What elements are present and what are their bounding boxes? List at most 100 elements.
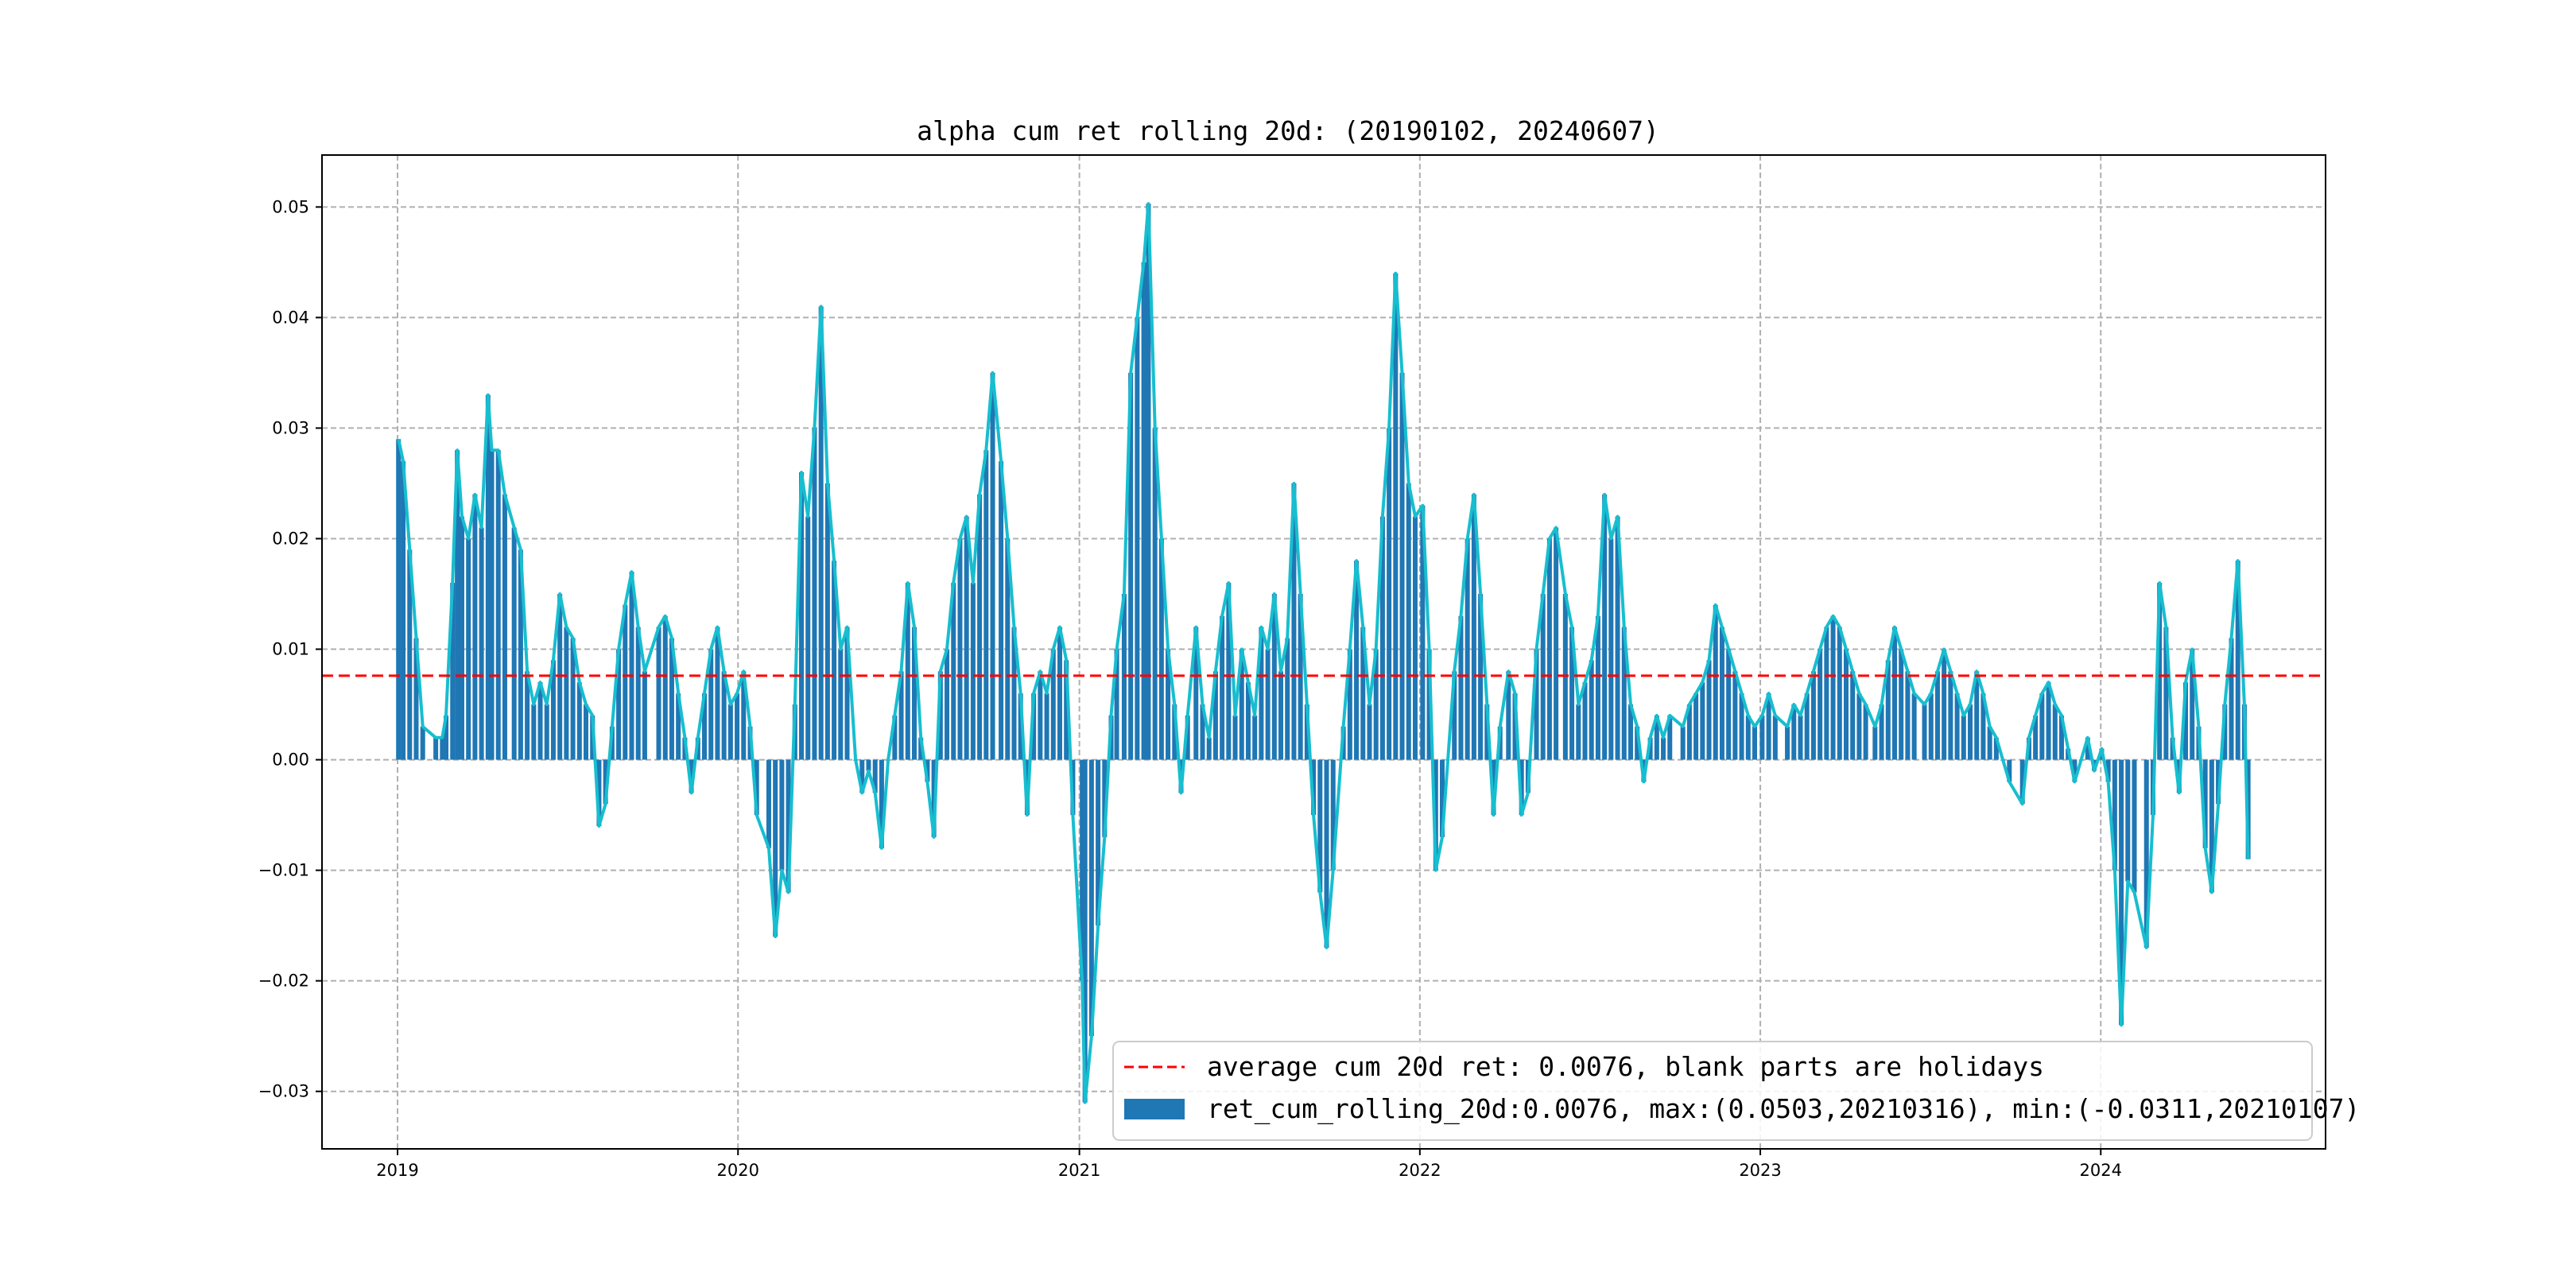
data-bar	[1050, 649, 1056, 760]
data-bar	[502, 494, 507, 760]
data-bar	[824, 483, 830, 760]
data-bar	[727, 704, 733, 760]
data-bar	[1608, 538, 1614, 760]
data-bar	[1285, 638, 1290, 760]
data-bar	[754, 759, 759, 816]
data-bar	[1412, 516, 1418, 760]
data-bar	[531, 704, 537, 760]
data-bar	[1615, 516, 1620, 760]
data-bar	[1212, 671, 1218, 760]
data-bar	[1726, 649, 1732, 760]
data-bar	[1961, 715, 1966, 760]
data-bar	[1719, 627, 1724, 760]
data-bar	[708, 649, 714, 760]
data-bar	[455, 450, 460, 760]
data-bar	[1245, 682, 1251, 760]
data-bar	[1406, 483, 1411, 760]
data-bar	[766, 759, 771, 848]
data-bar	[735, 693, 740, 760]
data-bar	[918, 737, 924, 760]
data-bar	[2183, 682, 2189, 760]
data-bar	[721, 671, 727, 760]
data-bar	[396, 439, 402, 760]
data-bar	[1928, 693, 1934, 760]
data-bar	[1038, 671, 1043, 760]
data-bar	[1172, 704, 1177, 760]
data-bar	[629, 572, 634, 760]
data-bar	[1379, 516, 1385, 760]
data-bar	[2058, 715, 2064, 760]
data-bar	[937, 671, 943, 760]
data-bar	[702, 693, 708, 760]
data-bar	[1987, 726, 1992, 760]
data-bar	[1420, 505, 1426, 760]
data-bar	[1772, 715, 1778, 760]
data-bar	[2222, 704, 2228, 760]
data-bar	[495, 450, 501, 760]
data-bar	[1096, 759, 1101, 926]
data-bar	[1506, 671, 1511, 760]
data-bar	[1114, 649, 1119, 760]
data-bar	[1661, 737, 1666, 760]
data-bar	[2007, 759, 2012, 782]
data-bar	[970, 583, 976, 760]
y-tick-label: −0.01	[258, 861, 309, 880]
data-bar	[1200, 704, 1205, 760]
data-bar	[1239, 649, 1244, 760]
data-bar	[479, 527, 484, 760]
data-bar	[1304, 704, 1309, 760]
data-bar	[1484, 704, 1490, 760]
data-bar	[1818, 649, 1823, 760]
data-bar	[1752, 726, 1758, 760]
data-bar	[1798, 715, 1803, 760]
y-tick-label: 0.00	[272, 751, 309, 770]
data-bar	[1044, 693, 1049, 760]
series-line	[397, 202, 2250, 1104]
data-bar	[1135, 317, 1140, 760]
data-bar	[676, 693, 681, 760]
data-bar	[1291, 483, 1297, 760]
data-bar	[805, 516, 811, 760]
data-bar	[2163, 627, 2169, 760]
data-bar	[1546, 538, 1552, 760]
legend-box	[1112, 1041, 2313, 1141]
data-bar	[2229, 638, 2234, 760]
data-bar	[925, 759, 930, 782]
data-bar	[466, 538, 471, 760]
data-bar	[2046, 682, 2051, 760]
data-bar	[1576, 704, 1581, 760]
data-bar	[459, 516, 464, 760]
data-bar	[1128, 372, 1134, 760]
data-bar	[773, 759, 778, 937]
data-bar	[1426, 649, 1432, 760]
data-bar	[2033, 715, 2039, 760]
data-bar	[407, 549, 413, 760]
data-bar	[2039, 693, 2045, 760]
data-bar	[1667, 715, 1673, 760]
data-bar	[2235, 561, 2240, 760]
data-bar	[1993, 737, 1999, 760]
data-bar	[1885, 660, 1891, 760]
data-bar	[866, 759, 871, 771]
data-bar	[1226, 583, 1232, 760]
data-bar	[1700, 682, 1705, 760]
data-bar	[1627, 704, 1633, 760]
data-bar	[1872, 726, 1878, 760]
data-bar	[1166, 649, 1171, 760]
data-bar	[1393, 273, 1399, 760]
data-bar	[1232, 715, 1238, 760]
grid-layer	[322, 155, 2326, 1149]
data-bar	[1905, 671, 1911, 760]
data-bar	[1968, 704, 1973, 760]
data-bar	[1185, 715, 1190, 760]
data-bar	[1452, 671, 1457, 760]
data-bar	[525, 671, 530, 760]
y-tick-label: −0.02	[258, 972, 309, 991]
data-bar	[1311, 759, 1317, 816]
data-bar	[1259, 627, 1264, 760]
chart-title: alpha cum ret rolling 20d: (20190102, 20…	[917, 115, 1659, 146]
data-bar	[1856, 693, 1862, 760]
data-bar	[440, 737, 445, 760]
data-bar	[1980, 693, 1986, 760]
